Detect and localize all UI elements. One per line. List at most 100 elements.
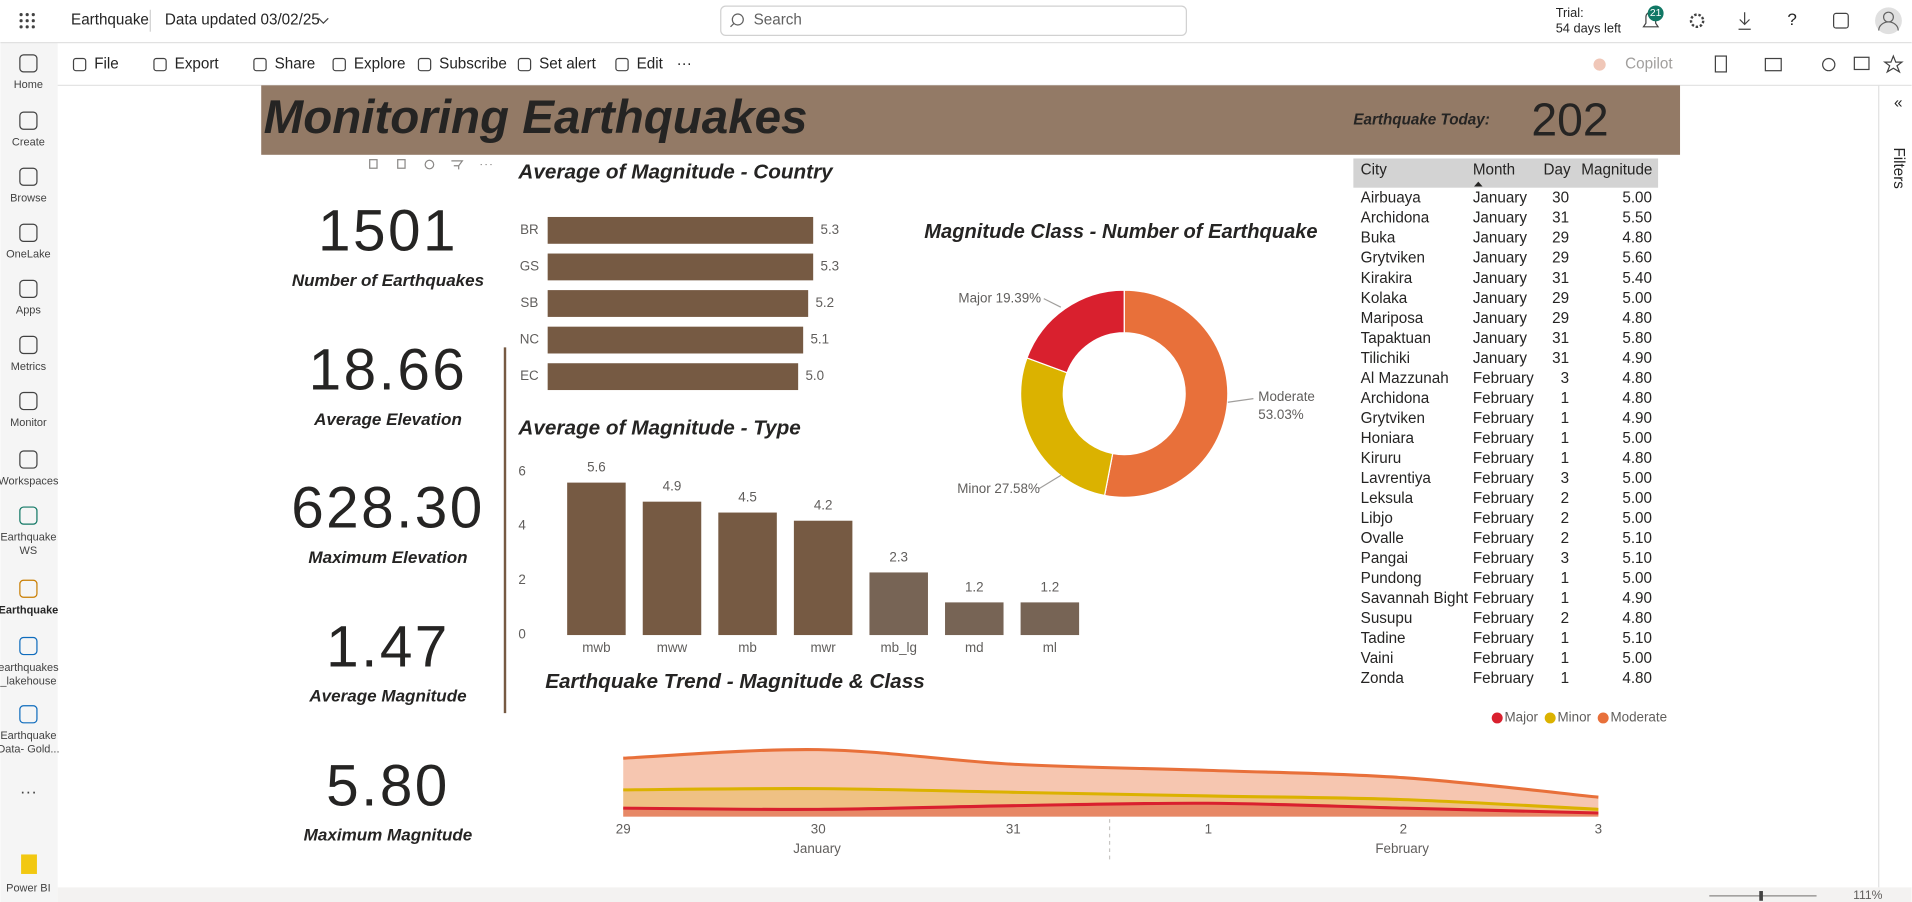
- help-icon[interactable]: ?: [1787, 10, 1796, 29]
- nav-icon[interactable]: [19, 335, 38, 355]
- nav-label[interactable]: Monitor: [10, 417, 47, 429]
- nav-label[interactable]: earthquakes: [0, 662, 59, 674]
- donut-slice[interactable]: [1020, 357, 1114, 497]
- copy-icon[interactable]: [397, 159, 406, 169]
- download-icon[interactable]: [1738, 12, 1751, 30]
- legend-label[interactable]: Minor: [1558, 709, 1592, 724]
- bookmark-icon[interactable]: [1714, 55, 1727, 73]
- legend-marker[interactable]: [1491, 712, 1503, 724]
- legend-label[interactable]: Moderate: [1610, 709, 1667, 724]
- nav-label[interactable]: Home: [14, 79, 43, 91]
- avatar[interactable]: [1875, 7, 1902, 35]
- bar[interactable]: [1020, 602, 1080, 636]
- bar[interactable]: [567, 482, 626, 636]
- table-cell: 30: [1552, 190, 1569, 207]
- zoom-thumb[interactable]: [1759, 891, 1763, 901]
- bar[interactable]: [547, 290, 809, 317]
- bar[interactable]: [642, 501, 702, 636]
- line[interactable]: [623, 748, 1599, 799]
- nav-icon[interactable]: [19, 111, 38, 130]
- column-header[interactable]: Month: [1473, 162, 1515, 179]
- app-name[interactable]: Earthquake: [71, 12, 149, 29]
- data-updated[interactable]: Data updated 03/02/25: [165, 12, 320, 29]
- column-header[interactable]: Day: [1544, 162, 1571, 179]
- tool-button[interactable]: Set alert: [539, 56, 596, 73]
- table-cell: February: [1473, 570, 1534, 587]
- share-icon[interactable]: [1833, 12, 1849, 29]
- tool-button[interactable]: File: [94, 56, 119, 73]
- nav-label[interactable]: OneLake: [6, 249, 51, 261]
- pin-icon[interactable]: [369, 159, 378, 169]
- nav-icon[interactable]: [19, 167, 38, 186]
- tool-button[interactable]: Subscribe: [439, 56, 507, 73]
- tool-button[interactable]: Explore: [354, 56, 406, 73]
- bar[interactable]: [547, 216, 814, 244]
- bar[interactable]: [547, 326, 804, 354]
- nav-label[interactable]: Workspaces: [0, 475, 59, 487]
- nav-icon[interactable]: [19, 579, 38, 598]
- filters-pane[interactable]: Filters: [1890, 147, 1907, 189]
- line[interactable]: [623, 787, 1599, 811]
- area[interactable]: [623, 803, 1599, 817]
- view-icon[interactable]: [1764, 57, 1782, 72]
- nav-icon[interactable]: [19, 506, 38, 525]
- nav-more[interactable]: ···: [20, 782, 37, 801]
- settings-icon[interactable]: [1689, 13, 1705, 29]
- line[interactable]: [623, 801, 1599, 815]
- nav-label[interactable]: Earthquake: [0, 531, 56, 543]
- column-header[interactable]: Magnitude: [1581, 162, 1652, 179]
- column-header[interactable]: City: [1361, 162, 1388, 179]
- nav-icon[interactable]: [19, 636, 38, 656]
- alert-icon[interactable]: [424, 159, 435, 170]
- favorite-icon[interactable]: [1882, 54, 1904, 74]
- bar[interactable]: [945, 602, 1004, 636]
- filter-icon[interactable]: [451, 160, 464, 170]
- bar[interactable]: [793, 520, 853, 636]
- bar[interactable]: [547, 363, 799, 391]
- donut-slice[interactable]: [1026, 289, 1125, 374]
- tool-button[interactable]: Share: [275, 56, 316, 73]
- slice-name: Major: [958, 290, 992, 305]
- bar[interactable]: [547, 253, 814, 281]
- area[interactable]: [623, 749, 1599, 817]
- legend-marker[interactable]: [1544, 712, 1556, 724]
- legend-marker[interactable]: [1597, 712, 1609, 724]
- nav-icon[interactable]: [19, 391, 38, 411]
- bar[interactable]: [718, 512, 777, 636]
- nav-icon[interactable]: [19, 705, 38, 724]
- nav-label[interactable]: Metrics: [11, 361, 47, 373]
- refresh-icon[interactable]: [1822, 57, 1836, 72]
- table-cell: Pundong: [1361, 570, 1422, 587]
- waffle-icon[interactable]: [19, 13, 35, 29]
- nav-label[interactable]: Apps: [16, 305, 42, 317]
- tool-button[interactable]: Export: [175, 56, 220, 73]
- nav-icon[interactable]: [19, 279, 38, 299]
- nav-label[interactable]: Earthquake: [0, 605, 58, 617]
- x-tick-label: md: [965, 640, 984, 655]
- bar[interactable]: [869, 572, 928, 636]
- tool-button[interactable]: Edit: [637, 56, 664, 73]
- nav-label[interactable]: Power BI: [6, 882, 51, 894]
- nav-label[interactable]: WS: [20, 545, 38, 557]
- comment-icon[interactable]: [1853, 56, 1870, 71]
- nav-label[interactable]: Earthquake: [0, 730, 56, 742]
- legend-label[interactable]: Major: [1505, 709, 1539, 724]
- dot: [19, 25, 23, 29]
- report-title: Monitoring Earthquakes: [264, 91, 808, 144]
- nav-icon[interactable]: [19, 54, 38, 73]
- nav-label[interactable]: Create: [12, 137, 45, 149]
- y-tick-label: 6: [518, 463, 525, 478]
- nav-label[interactable]: Browse: [10, 193, 47, 205]
- table-cell: 5.00: [1622, 650, 1652, 667]
- copilot[interactable]: Copilot: [1625, 56, 1673, 73]
- x-tick-label: ml: [1043, 640, 1057, 655]
- more-button[interactable]: ···: [677, 56, 692, 73]
- collapse-icon[interactable]: «: [1894, 95, 1902, 112]
- nav-icon[interactable]: [19, 223, 38, 242]
- table-cell: Al Mazzunah: [1361, 370, 1449, 387]
- donut-slice[interactable]: [1103, 289, 1229, 498]
- nav-icon[interactable]: [19, 450, 38, 469]
- search-box[interactable]: [720, 5, 1187, 36]
- nav-label[interactable]: _lakehouse: [0, 675, 56, 687]
- nav-label[interactable]: Data- Gold...: [0, 744, 59, 756]
